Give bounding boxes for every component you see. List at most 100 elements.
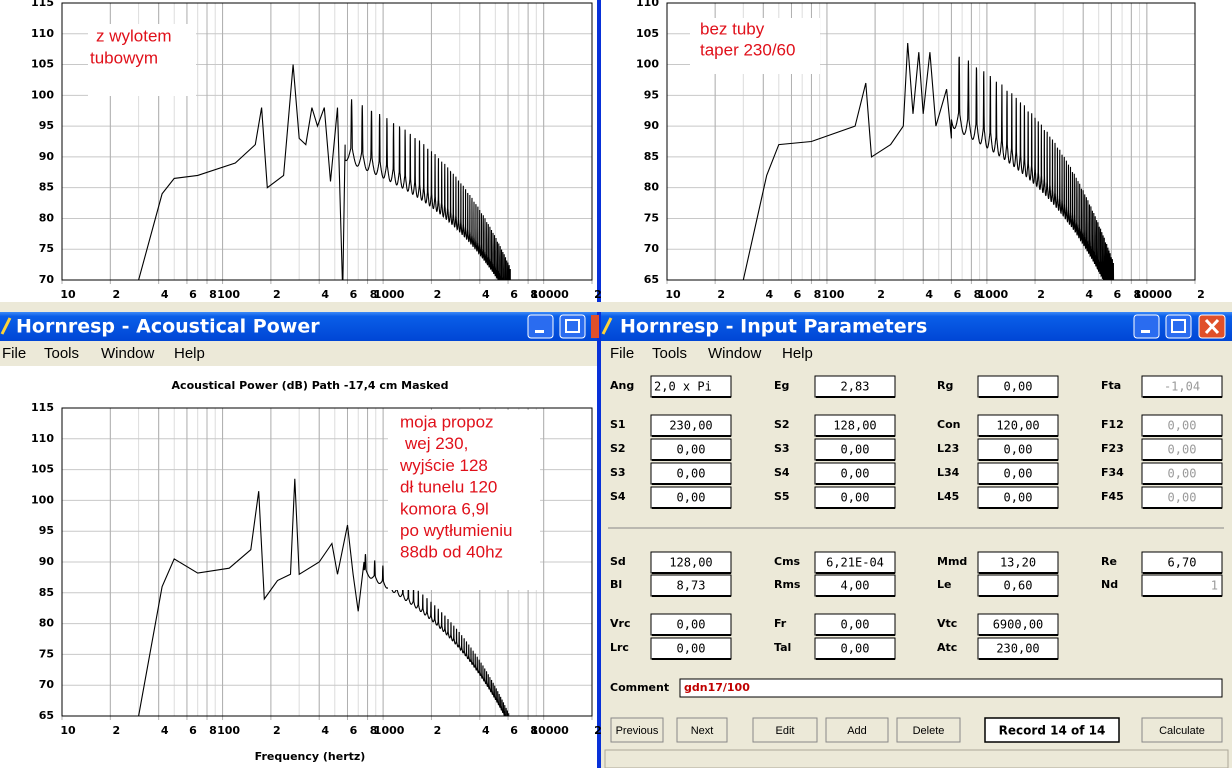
minimize-button[interactable] xyxy=(527,314,554,339)
field-label: S4 xyxy=(774,466,790,479)
x-tick-label: 6 xyxy=(510,288,518,301)
x-tick-label: 1000 xyxy=(374,724,405,737)
maximize-button[interactable] xyxy=(1165,314,1192,339)
y-tick-label: 70 xyxy=(39,678,55,691)
y-tick-label: 85 xyxy=(39,586,54,599)
field-label: Nd xyxy=(1101,578,1118,591)
x-tick-label: 4 xyxy=(1085,288,1093,301)
field-label: Cms xyxy=(774,555,801,568)
field-label: Bl xyxy=(610,578,622,591)
annotation: komora 6,9l xyxy=(400,499,489,518)
y-tick-label: 105 xyxy=(31,463,54,476)
maximize-button[interactable] xyxy=(559,314,586,339)
field-value: 6900,00 xyxy=(993,618,1044,632)
x-tick-label: 6 xyxy=(794,288,802,301)
icon xyxy=(1171,319,1186,333)
x-tick-label: 10000 xyxy=(1134,288,1173,301)
field-value: 2,83 xyxy=(841,380,870,394)
x-tick-label: 6 xyxy=(189,724,197,737)
y-tick-label: 90 xyxy=(644,119,660,132)
x-tick-label: 8 xyxy=(370,288,378,301)
x-tick-label: 2 xyxy=(1037,288,1045,301)
field-value: -1,04 xyxy=(1164,380,1200,394)
annotation: bez tuby xyxy=(700,19,765,38)
menu-item[interactable]: Tools xyxy=(652,345,687,362)
field-label: S2 xyxy=(610,442,626,455)
comment-value: gdn17/100 xyxy=(684,681,750,694)
x-tick-label: 8 xyxy=(209,288,217,301)
annotation: po wytłumieniu xyxy=(400,521,512,540)
x-tick-label: 10 xyxy=(60,724,76,737)
field-value: 0,00 xyxy=(841,491,870,505)
x-tick-label: 4 xyxy=(161,724,169,737)
field-label: S4 xyxy=(610,490,626,503)
y-tick-label: 110 xyxy=(636,0,659,9)
annotation: 88db od 40hz xyxy=(400,543,503,562)
x-tick-label: 8 xyxy=(814,288,822,301)
app-icon xyxy=(0,317,613,335)
y-tick-label: 85 xyxy=(39,181,54,194)
button xyxy=(752,717,818,743)
field-label: S5 xyxy=(774,490,790,503)
x-tick-label: 8 xyxy=(370,724,378,737)
field-value: 0,00 xyxy=(1004,491,1033,505)
button[interactable] xyxy=(610,717,664,743)
x-tick-label: 2 xyxy=(594,288,602,301)
x-tick-label: 2 xyxy=(113,288,121,301)
field-value: 0,00 xyxy=(677,642,706,656)
y-tick-label: 110 xyxy=(31,432,54,445)
close-button[interactable] xyxy=(591,315,599,338)
field-label: Sd xyxy=(610,555,626,568)
annotation: wej 230, xyxy=(404,434,468,453)
y-tick-label: 100 xyxy=(31,493,54,506)
field-label: L23 xyxy=(937,442,959,455)
field-label: F23 xyxy=(1101,442,1124,455)
button-label: Add xyxy=(847,725,867,737)
menu-item[interactable]: File xyxy=(610,345,634,362)
menu-item[interactable]: Help xyxy=(782,345,813,362)
menu-item[interactable]: Tools xyxy=(44,345,79,362)
field-value: 6,21E-04 xyxy=(826,556,884,570)
comment-field[interactable] xyxy=(679,678,1223,698)
field-value: 230,00 xyxy=(996,642,1039,656)
button[interactable] xyxy=(1141,717,1223,743)
y-tick-label: 95 xyxy=(39,119,54,132)
y-tick-label: 95 xyxy=(644,88,659,101)
y-tick-label: 75 xyxy=(644,211,659,224)
field-value: 0,00 xyxy=(841,443,870,457)
field-value: 120,00 xyxy=(996,419,1039,433)
button[interactable] xyxy=(825,717,889,743)
menu-item[interactable]: Window xyxy=(101,345,155,362)
x-tick-label: 6 xyxy=(1114,288,1122,301)
y-tick-label: 100 xyxy=(31,88,54,101)
annotation-box xyxy=(88,24,196,96)
button-label: Calculate xyxy=(1159,725,1205,737)
field-value: 0,00 xyxy=(841,642,870,656)
response-curve xyxy=(138,64,511,280)
button[interactable] xyxy=(896,717,961,743)
x-tick-label: 6 xyxy=(350,288,358,301)
minimize-button[interactable] xyxy=(1133,314,1160,339)
y-tick-label: 65 xyxy=(644,273,659,286)
window-border xyxy=(597,0,601,768)
response-curve xyxy=(742,42,1115,280)
menu-item[interactable]: Help xyxy=(174,345,205,362)
y-tick-label: 100 xyxy=(636,58,659,71)
menu-item[interactable]: File xyxy=(2,345,26,362)
field-label: L34 xyxy=(937,466,960,479)
field-label: Ang xyxy=(610,379,634,392)
menu-item[interactable]: Window xyxy=(708,345,762,362)
field-value: 0,60 xyxy=(1004,579,1033,593)
x-tick-label: 8 xyxy=(530,288,538,301)
annotation-box xyxy=(690,18,820,74)
x-tick-label: 4 xyxy=(482,724,490,737)
y-tick-label: 80 xyxy=(39,211,55,224)
x-tick-label: 2 xyxy=(1197,288,1205,301)
field-value: 0,00 xyxy=(1168,491,1197,505)
field-value: 0,00 xyxy=(841,467,870,481)
x-tick-label: 4 xyxy=(482,288,490,301)
field-value: 8,73 xyxy=(677,579,706,593)
x-tick-label: 4 xyxy=(161,288,169,301)
y-tick-label: 115 xyxy=(31,0,54,9)
